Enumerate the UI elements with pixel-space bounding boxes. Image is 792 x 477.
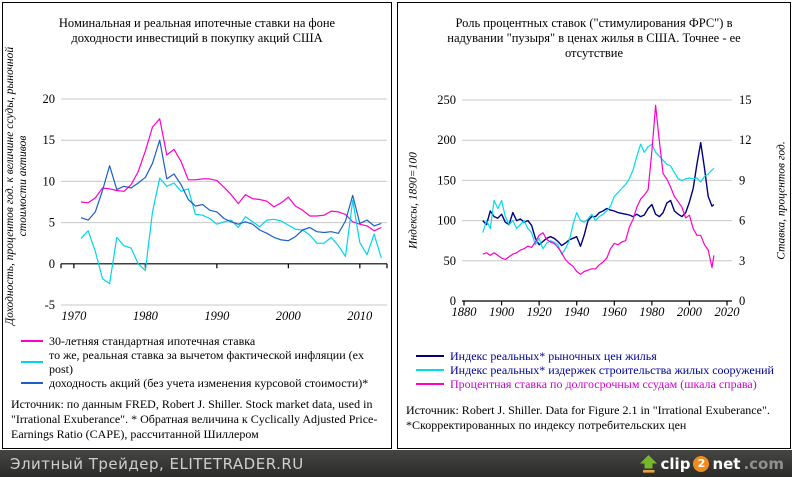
legend-label: доходность акций (без учета изменения ку… [49, 376, 369, 390]
svg-text:5: 5 [49, 216, 55, 230]
logo-circle-2: 2 [693, 455, 710, 472]
right-chart-legend: Индекс реальных* рыночных цен жилья Инде… [416, 349, 786, 391]
svg-text:6: 6 [739, 214, 745, 228]
left-chart-title: Номинальная и реальная ипотечные ставки … [58, 16, 336, 45]
legend-item: Процентная ставка по долгосрочным ссудам… [416, 377, 786, 391]
footer-bar: Элитный Трейдер, ELITETRADER.RU clip 2 n… [0, 450, 792, 477]
svg-text:1960: 1960 [602, 305, 628, 319]
right-chart-source-note: Источник: Robert J. Shiller. Data for Fi… [406, 403, 770, 432]
svg-text:-5: -5 [45, 298, 55, 312]
svg-text:50: 50 [444, 254, 457, 268]
svg-text:1980: 1980 [133, 309, 159, 323]
svg-text:3: 3 [739, 254, 745, 268]
site-label: Элитный Трейдер, ELITETRADER.RU [10, 454, 304, 473]
svg-text:20: 20 [43, 92, 56, 106]
legend-label: Индекс реальных* издержек строительства … [450, 363, 774, 377]
clip2net-logo: clip 2 net .com [639, 450, 784, 477]
legend-item: доходность акций (без учета изменения ку… [21, 376, 387, 390]
svg-text:1880: 1880 [452, 305, 478, 319]
legend-line-sample-stock-yield [21, 382, 43, 384]
svg-text:200: 200 [437, 133, 456, 147]
svg-text:10: 10 [43, 174, 56, 188]
svg-text:9: 9 [739, 173, 745, 187]
svg-text:150: 150 [437, 173, 456, 187]
svg-text:1990: 1990 [204, 309, 230, 323]
logo-text-clip: clip [660, 454, 691, 473]
svg-text:2020: 2020 [715, 305, 741, 319]
legend-item: Индекс реальных* рыночных цен жилья [416, 349, 786, 363]
legend-line-sample-mortgage [21, 340, 43, 342]
left-chart-plot: 20 15 10 5 0 -5 1970 1980 1990 2000 2010 [43, 92, 388, 323]
svg-text:2000: 2000 [276, 309, 302, 323]
svg-text:15: 15 [43, 133, 56, 147]
right-chart-title: Роль процентных ставок ("стимулирования … [447, 16, 741, 60]
logo-text-dotcom: .com [743, 454, 784, 473]
right-chart-panel: Роль процентных ставок ("стимулирования … [397, 2, 791, 449]
svg-text:0: 0 [450, 294, 456, 308]
legend-label: Процентная ставка по долгосрочным ссудам… [450, 377, 757, 391]
svg-text:0: 0 [739, 294, 745, 308]
left-chart-source-note: Источник: по данным FRED, Robert J. Shil… [11, 397, 378, 441]
svg-text:1940: 1940 [564, 305, 590, 319]
svg-text:12: 12 [739, 133, 752, 147]
legend-label: то же, реальная ставка за вычетом фактич… [49, 348, 364, 376]
left-chart-panel: Номинальная и реальная ипотечные ставки … [2, 2, 392, 449]
svg-text:2010: 2010 [347, 309, 373, 323]
svg-text:1980: 1980 [639, 305, 665, 319]
svg-text:1920: 1920 [527, 305, 553, 319]
svg-text:0: 0 [49, 257, 55, 271]
svg-text:2000: 2000 [677, 305, 703, 319]
legend-line-sample-home-price-index [416, 355, 444, 357]
legend-item: Индекс реальных* издержек строительства … [416, 363, 786, 377]
svg-text:1970: 1970 [61, 309, 87, 323]
svg-text:1900: 1900 [489, 305, 515, 319]
legend-line-sample-building-cost-index [416, 369, 444, 371]
svg-text:15: 15 [739, 93, 752, 107]
legend-label: 30-летняя стандартная ипотечная ставка [49, 334, 256, 348]
legend-item: 30-летняя стандартная ипотечная ставка [21, 334, 387, 348]
left-chart-legend: 30-летняя стандартная ипотечная ставка т… [21, 334, 387, 390]
clip2net-arrow-icon [639, 454, 657, 473]
svg-text:250: 250 [437, 93, 456, 107]
legend-line-sample-real-rate [21, 361, 43, 363]
legend-line-sample-interest-rate [416, 383, 444, 385]
svg-text:100: 100 [437, 214, 456, 228]
legend-item: то же, реальная ставка за вычетом фактич… [21, 348, 387, 376]
logo-text-net: net [712, 454, 741, 473]
legend-label: Индекс реальных* рыночных цен жилья [450, 349, 657, 363]
